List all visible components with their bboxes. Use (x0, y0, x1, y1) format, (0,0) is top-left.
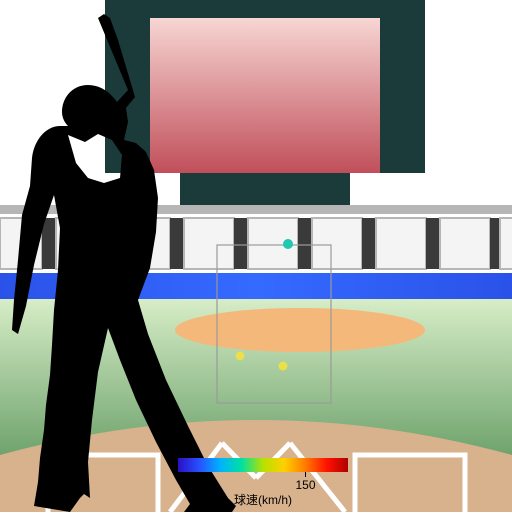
pitch-marker (279, 362, 288, 371)
pitch-marker (236, 352, 245, 361)
stand-panel (376, 218, 426, 269)
colorbar-tick-label: 150 (295, 478, 315, 492)
stand-entry (426, 218, 440, 269)
stand-entry (42, 218, 56, 269)
scoreboard-foot (180, 173, 350, 205)
stand-entry (490, 218, 500, 269)
speed-colorbar (178, 458, 348, 472)
stand-panel (440, 218, 490, 269)
stand-panel (184, 218, 234, 269)
scoreboard-screen (150, 18, 380, 173)
pitchers-mound (175, 308, 425, 352)
chart-svg: 100 150球速(km/h) (0, 0, 512, 512)
pitch-marker (283, 239, 293, 249)
colorbar-tick-label: 100 (199, 478, 219, 492)
colorbar-axis-label: 球速(km/h) (234, 493, 292, 507)
stand-entry (234, 218, 248, 269)
stand-entry (298, 218, 312, 269)
pitch-location-chart: 100 150球速(km/h) (0, 0, 512, 512)
stand-entry (362, 218, 376, 269)
stand-panel (500, 218, 512, 269)
stand-entry (170, 218, 184, 269)
stand-panel (312, 218, 362, 269)
